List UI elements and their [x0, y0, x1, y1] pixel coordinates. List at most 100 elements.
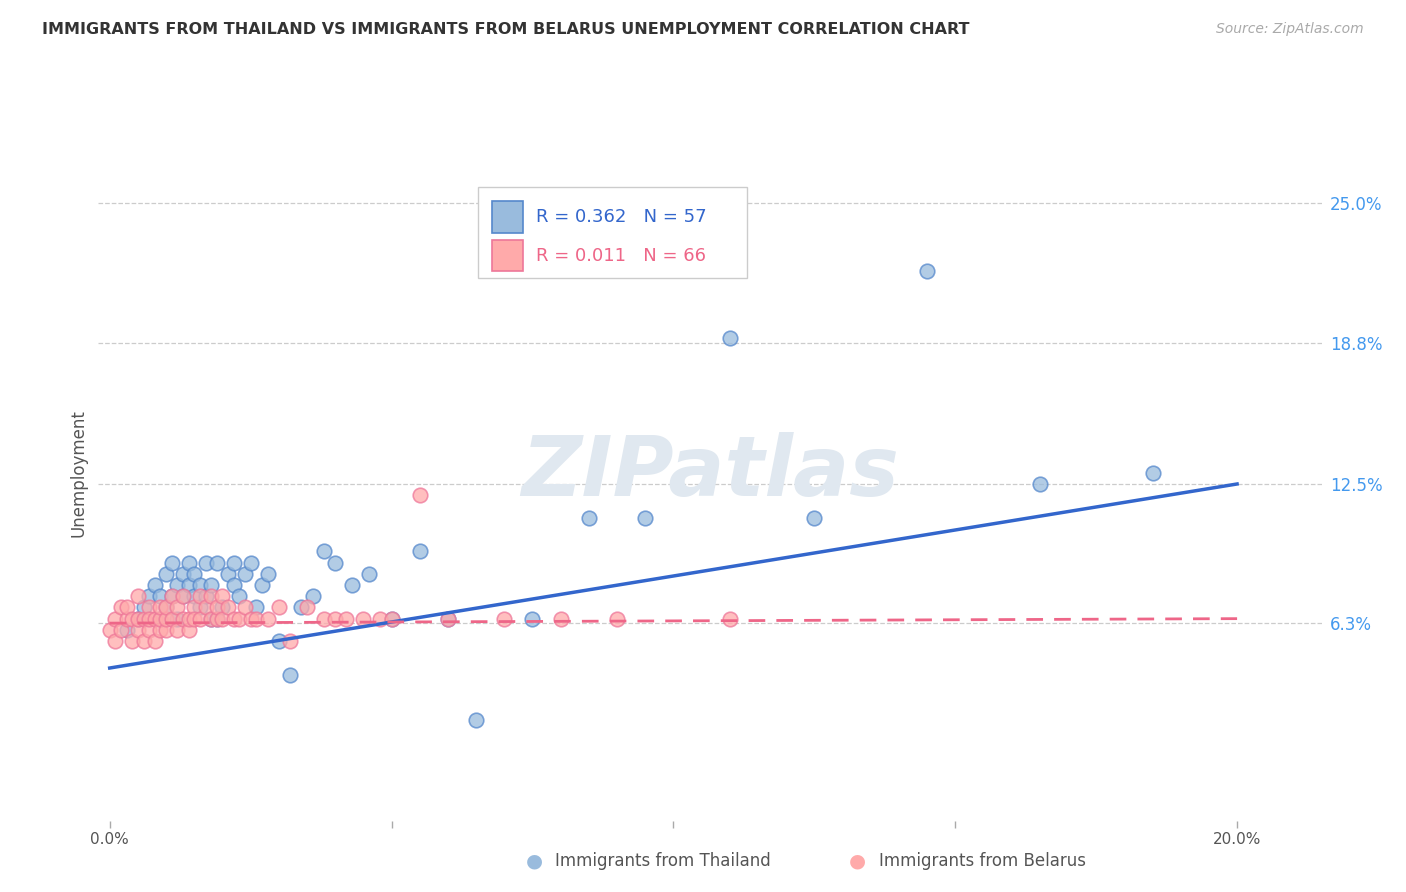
- Point: [200, 612, 222, 626]
- Point: [222, 612, 245, 626]
- Point: [256, 566, 278, 581]
- Point: [323, 612, 346, 626]
- Point: [149, 612, 172, 626]
- Point: [301, 589, 323, 603]
- Point: [352, 612, 374, 626]
- Point: [177, 612, 200, 626]
- Point: [267, 634, 290, 648]
- Point: [228, 612, 250, 626]
- Point: [183, 566, 205, 581]
- Point: [217, 566, 239, 581]
- Point: [166, 623, 188, 637]
- Point: [115, 623, 138, 637]
- Point: [437, 612, 460, 626]
- Point: [115, 600, 138, 615]
- Point: [138, 623, 160, 637]
- Point: [188, 612, 211, 626]
- Point: [200, 589, 222, 603]
- Point: [183, 600, 205, 615]
- Point: [245, 612, 267, 626]
- Text: R = 0.362   N = 57: R = 0.362 N = 57: [536, 209, 707, 227]
- Point: [1029, 477, 1052, 491]
- Text: ●: ●: [849, 851, 866, 871]
- Point: [200, 578, 222, 592]
- Point: [121, 612, 143, 626]
- Point: [233, 600, 256, 615]
- Point: [98, 623, 121, 637]
- Point: [155, 612, 177, 626]
- Point: [194, 589, 217, 603]
- Point: [239, 556, 262, 570]
- Point: [222, 578, 245, 592]
- Point: [718, 612, 741, 626]
- Point: [278, 634, 301, 648]
- Point: [177, 623, 200, 637]
- Point: [205, 612, 228, 626]
- Point: [200, 612, 222, 626]
- Point: [104, 634, 127, 648]
- Point: [606, 612, 628, 626]
- Point: [155, 623, 177, 637]
- Point: [211, 600, 233, 615]
- Point: [155, 600, 177, 615]
- Point: [166, 600, 188, 615]
- Point: [177, 578, 200, 592]
- Point: [188, 578, 211, 592]
- FancyBboxPatch shape: [492, 240, 523, 271]
- Point: [127, 623, 149, 637]
- Point: [138, 612, 160, 626]
- Point: [132, 600, 155, 615]
- Point: [312, 612, 335, 626]
- Y-axis label: Unemployment: Unemployment: [69, 409, 87, 537]
- Point: [143, 612, 166, 626]
- Point: [211, 612, 233, 626]
- Point: [160, 589, 183, 603]
- Point: [312, 544, 335, 558]
- Text: 20.0%: 20.0%: [1213, 832, 1261, 847]
- Point: [409, 488, 432, 502]
- Point: [256, 612, 278, 626]
- Point: [205, 600, 228, 615]
- Point: [127, 589, 149, 603]
- FancyBboxPatch shape: [478, 187, 747, 278]
- Point: [278, 667, 301, 681]
- Point: [522, 612, 544, 626]
- Point: [155, 566, 177, 581]
- Point: [166, 578, 188, 592]
- Point: [465, 713, 488, 727]
- Point: [205, 556, 228, 570]
- Point: [132, 634, 155, 648]
- Text: Immigrants from Belarus: Immigrants from Belarus: [879, 852, 1085, 870]
- Point: [217, 600, 239, 615]
- Point: [290, 600, 312, 615]
- Point: [115, 612, 138, 626]
- Point: [718, 331, 741, 345]
- Point: [132, 612, 155, 626]
- Point: [183, 612, 205, 626]
- Point: [222, 556, 245, 570]
- Point: [295, 600, 318, 615]
- Text: 0.0%: 0.0%: [90, 832, 129, 847]
- Point: [915, 264, 938, 278]
- FancyBboxPatch shape: [492, 202, 523, 233]
- Point: [1142, 466, 1164, 480]
- Point: [634, 510, 657, 524]
- Point: [357, 566, 380, 581]
- Point: [177, 556, 200, 570]
- Point: [267, 600, 290, 615]
- Point: [211, 589, 233, 603]
- Point: [110, 623, 132, 637]
- Point: [380, 612, 402, 626]
- Point: [166, 612, 188, 626]
- Point: [172, 589, 194, 603]
- Point: [121, 634, 143, 648]
- Point: [205, 612, 228, 626]
- Point: [335, 612, 357, 626]
- Point: [138, 600, 160, 615]
- Point: [194, 556, 217, 570]
- Point: [143, 578, 166, 592]
- Point: [149, 600, 172, 615]
- Point: [368, 612, 391, 626]
- Point: [239, 612, 262, 626]
- Point: [194, 600, 217, 615]
